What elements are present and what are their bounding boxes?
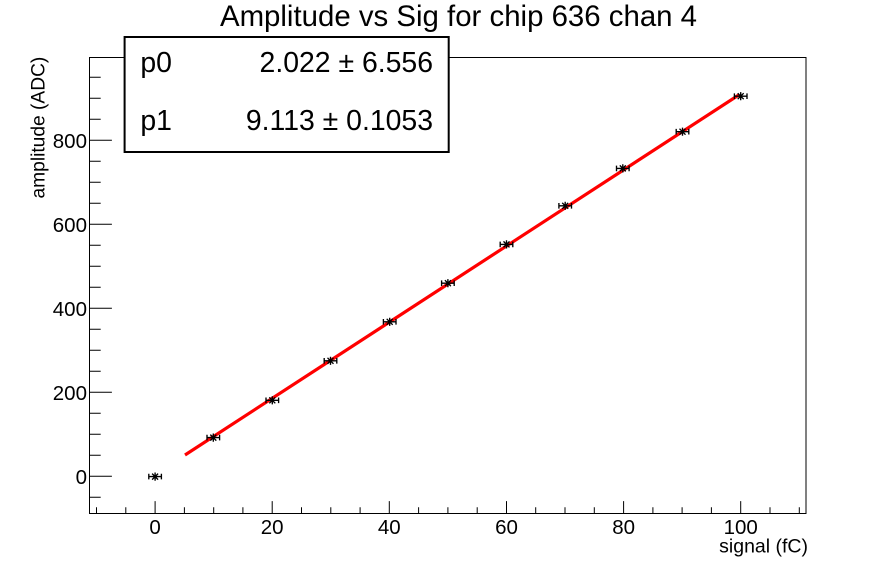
- svg-text:2.022 ± 6.556: 2.022 ± 6.556: [260, 47, 433, 79]
- svg-text:20: 20: [261, 516, 284, 539]
- svg-text:p1: p1: [140, 105, 172, 137]
- svg-text:0: 0: [149, 516, 160, 539]
- svg-text:amplitude (ADC): amplitude (ADC): [29, 57, 50, 199]
- svg-text:0: 0: [76, 466, 87, 489]
- svg-text:600: 600: [53, 214, 87, 237]
- svg-text:p0: p0: [140, 47, 172, 79]
- svg-text:800: 800: [53, 130, 87, 153]
- svg-text:40: 40: [378, 516, 401, 539]
- svg-text:Amplitude vs Sig for chip 636: Amplitude vs Sig for chip 636 chan 4: [220, 0, 697, 33]
- svg-text:200: 200: [53, 382, 87, 405]
- svg-text:80: 80: [612, 516, 635, 539]
- svg-text:signal (fC): signal (fC): [719, 535, 808, 557]
- svg-text:100: 100: [724, 516, 758, 539]
- svg-text:60: 60: [495, 516, 518, 539]
- svg-text:9.113 ± 0.1053: 9.113 ± 0.1053: [246, 105, 433, 137]
- svg-text:400: 400: [53, 298, 87, 321]
